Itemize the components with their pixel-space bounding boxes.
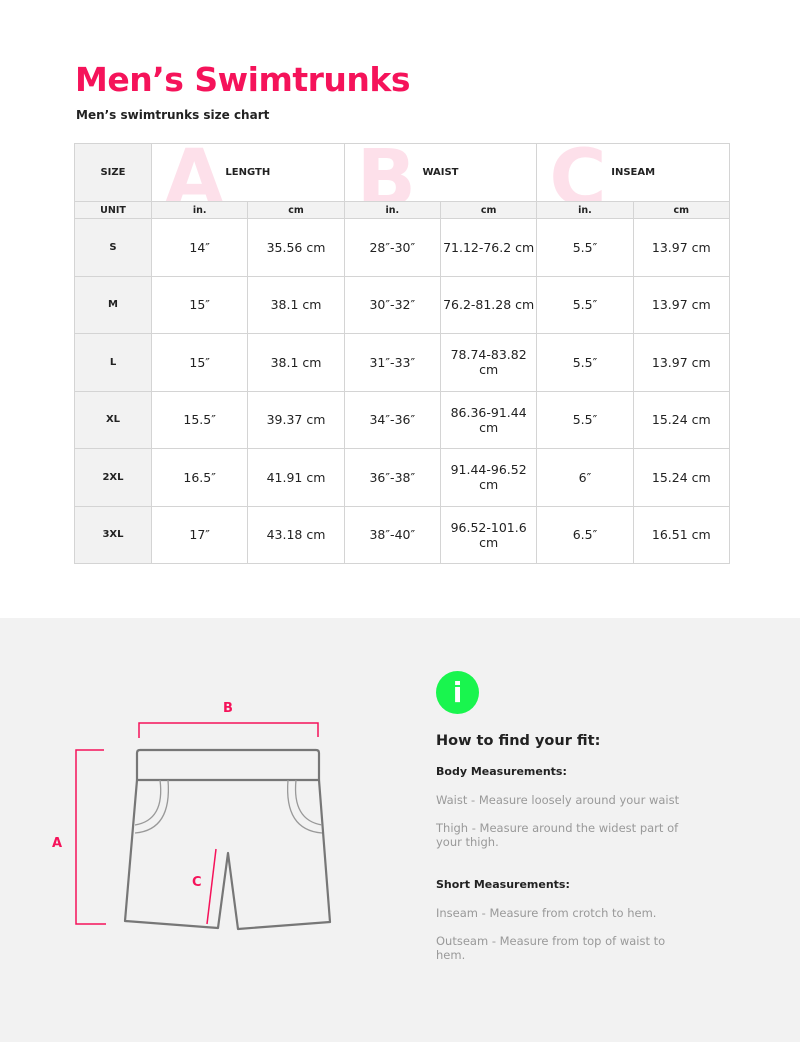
size-cell: XL <box>74 390 152 449</box>
unit-cell: cm <box>439 201 538 219</box>
table-row: 2XL 16.5″ 41.91 cm 36″-38″ 91.44-96.52 cm 6″ 1… <box>74 448 731 507</box>
value-cell: 38.1 cm <box>247 333 345 392</box>
size-chart-table: SIZE A LENGTH B WAIST C INSEAM UNIT in. cm … <box>74 143 731 564</box>
value-cell: 16.51 cm <box>632 505 731 564</box>
value-cell: 6.5″ <box>536 505 634 564</box>
dimension-a-line <box>75 749 106 925</box>
table-row: XL 15.5″ 39.37 cm 34″-36″ 86.36-91.44 cm 5.5″… <box>74 390 731 449</box>
value-cell: 38″-40″ <box>343 505 441 564</box>
shorts-outline <box>123 779 332 931</box>
size-header: SIZE <box>74 143 152 202</box>
size-cell: S <box>74 218 152 277</box>
size-cell: 3XL <box>74 505 152 564</box>
table-row: L 15″ 38.1 cm 31″-33″ 78.74-83.82 cm 5.5″ 13.9… <box>74 333 731 392</box>
value-cell: 5.5″ <box>536 390 634 449</box>
unit-cell: in. <box>343 201 441 219</box>
waist-tip: Waist - Measure loosely around your wais… <box>436 793 680 807</box>
value-cell: 86.36-91.44 cm <box>439 390 538 449</box>
letter-c-watermark: C <box>549 143 607 202</box>
header-row: SIZE A LENGTH B WAIST C INSEAM <box>74 143 730 202</box>
value-cell: 39.37 cm <box>247 390 345 449</box>
value-cell: 15″ <box>150 333 249 392</box>
value-cell: 38.1 cm <box>247 275 345 334</box>
waistband <box>135 748 321 782</box>
value-cell: 17″ <box>150 505 249 564</box>
value-cell: 41.91 cm <box>247 448 345 507</box>
value-cell: 14″ <box>150 218 249 277</box>
short-measurements-title: Short Measurements: <box>436 878 570 891</box>
label-c: C <box>192 875 202 890</box>
thigh-tip: Thigh - Measure around the widest part o… <box>436 821 679 849</box>
inseam-tip: Inseam - Measure from crotch to hem. <box>436 906 657 920</box>
dimension-c-line <box>206 848 217 925</box>
label-b: B <box>223 701 233 716</box>
table-row: 3XL 17″ 43.18 cm 38″-40″ 96.52-101.6 cm 6.5″ 1… <box>74 505 731 564</box>
value-cell: 5.5″ <box>536 333 634 392</box>
value-cell: 96.52-101.6 cm <box>439 505 538 564</box>
unit-cell: in. <box>536 201 634 219</box>
unit-header: UNIT <box>74 201 152 219</box>
info-icon: i <box>436 671 479 714</box>
group-waist: B WAIST <box>343 143 538 202</box>
group-label: WAIST <box>422 167 459 178</box>
value-cell: 71.12-76.2 cm <box>439 218 538 277</box>
unit-cell: in. <box>150 201 249 219</box>
unit-row: UNIT in. cm in. cm in. cm <box>74 201 731 219</box>
unit-cell: cm <box>632 201 731 219</box>
unit-cell: cm <box>247 201 345 219</box>
value-cell: 76.2-81.28 cm <box>439 275 538 334</box>
body-measurements-title: Body Measurements: <box>436 765 567 778</box>
dimension-b-line <box>138 722 319 738</box>
fit-heading: How to find your fit: <box>436 733 601 749</box>
page-title: Men’s Swimtrunks <box>75 60 410 99</box>
size-cell: 2XL <box>74 448 152 507</box>
group-length: A LENGTH <box>151 143 345 202</box>
table-row: S 14″ 35.56 cm 28″-30″ 71.12-76.2 cm 5.5″ 13.9… <box>74 218 731 277</box>
letter-a-watermark: A <box>164 143 225 202</box>
label-a: A <box>52 836 62 851</box>
value-cell: 13.97 cm <box>632 333 731 392</box>
value-cell: 5.5″ <box>536 275 634 334</box>
value-cell: 15.24 cm <box>632 448 731 507</box>
table-row: M 15″ 38.1 cm 30″-32″ 76.2-81.28 cm 5.5″ 13.97… <box>74 275 731 334</box>
size-cell: M <box>74 275 152 334</box>
value-cell: 15.5″ <box>150 390 249 449</box>
group-inseam: C INSEAM <box>536 143 730 202</box>
group-label: INSEAM <box>611 167 656 178</box>
group-label: LENGTH <box>225 167 271 178</box>
value-cell: 16.5″ <box>150 448 249 507</box>
outseam-tip: Outseam - Measure from top of waist to h… <box>436 934 666 962</box>
value-cell: 6″ <box>536 448 634 507</box>
value-cell: 91.44-96.52 cm <box>439 448 538 507</box>
value-cell: 43.18 cm <box>247 505 345 564</box>
value-cell: 15.24 cm <box>632 390 731 449</box>
value-cell: 35.56 cm <box>247 218 345 277</box>
page-subtitle: Men’s swimtrunks size chart <box>76 108 270 122</box>
letter-b-watermark: B <box>356 143 417 202</box>
value-cell: 28″-30″ <box>343 218 441 277</box>
